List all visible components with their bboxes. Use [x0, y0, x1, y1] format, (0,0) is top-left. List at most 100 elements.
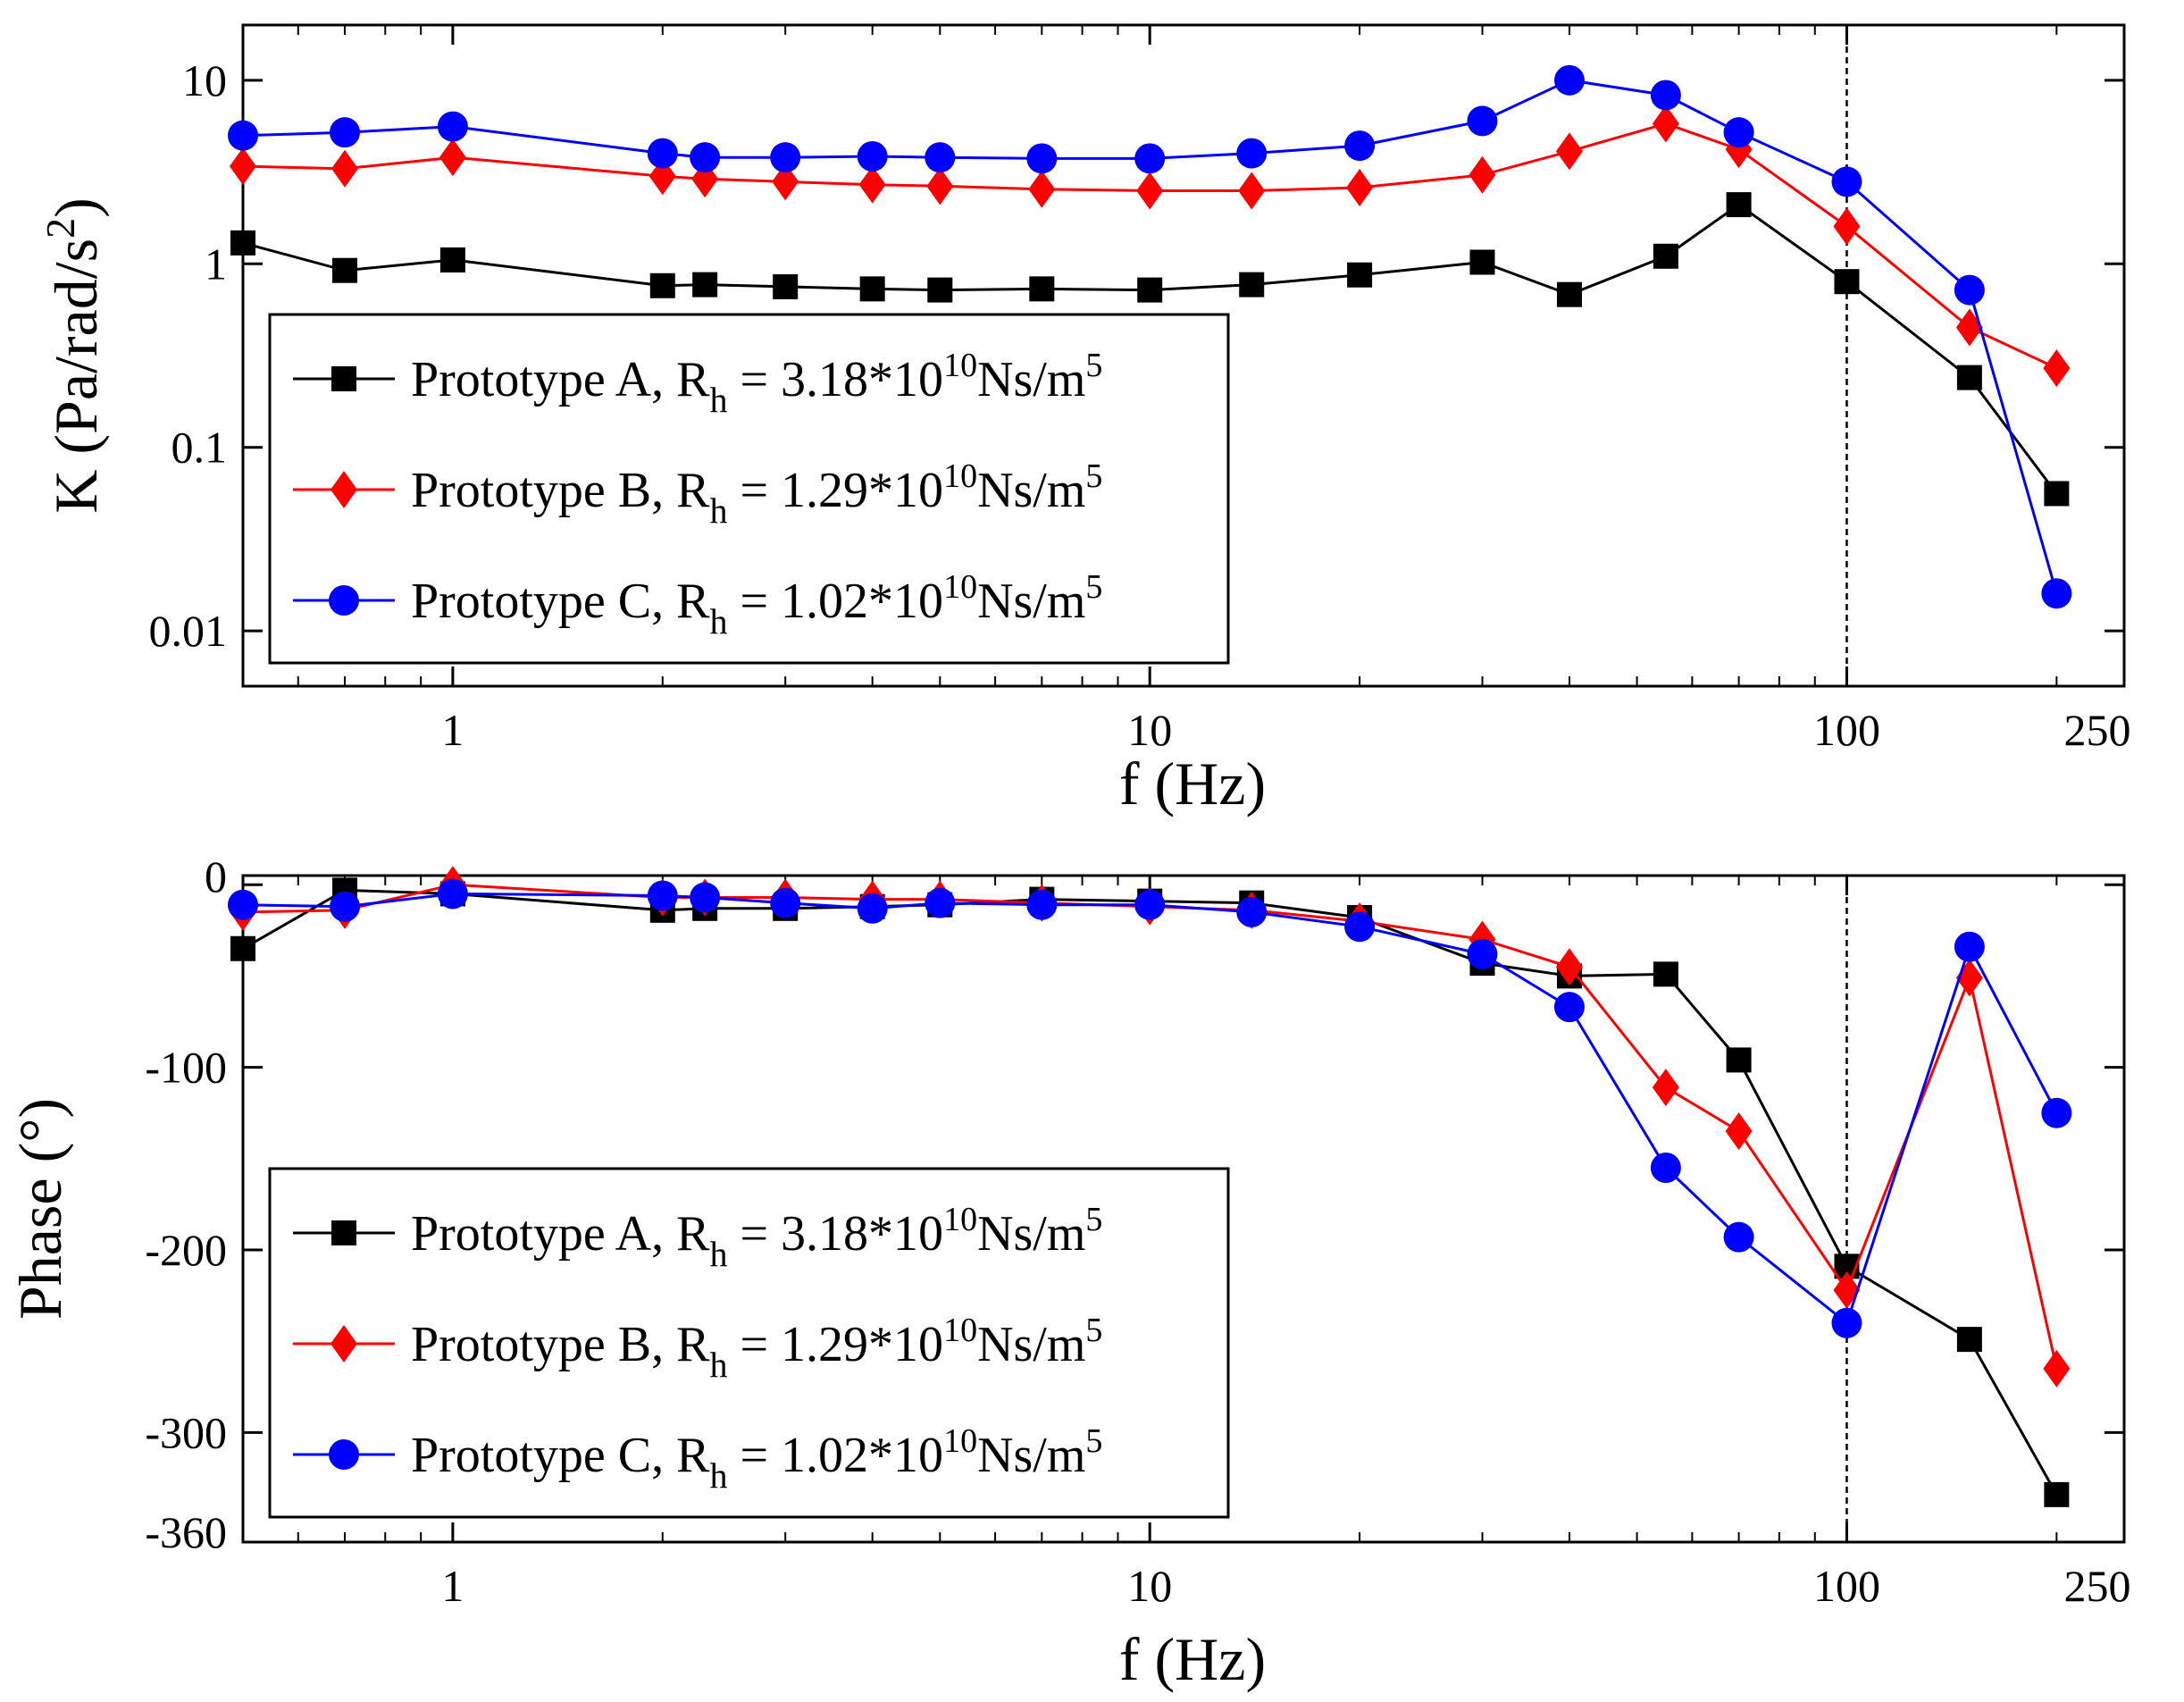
legend-text-sup2: 5	[1085, 1201, 1102, 1238]
data-point-prototype-b	[1555, 132, 1583, 171]
legend-text-sup2: 5	[1085, 457, 1102, 495]
data-point-prototype-c	[1553, 992, 1585, 1023]
legend-text-sub: h	[709, 380, 727, 420]
legend-text-mid: = 1.29*10	[727, 1317, 943, 1372]
data-point-prototype-c	[1831, 1307, 1862, 1338]
legend-marker	[331, 1220, 356, 1245]
legend-text-sub: h	[709, 601, 727, 641]
plot-frame	[241, 874, 2126, 1544]
x-tick-label: 10	[1127, 705, 1172, 755]
legend-marker	[329, 585, 359, 616]
x-tick-label: 1	[441, 705, 464, 755]
data-point-prototype-c	[330, 117, 361, 148]
data-point-prototype-a	[1726, 1047, 1752, 1073]
data-point-prototype-c	[1650, 80, 1681, 111]
data-point-prototype-c	[925, 887, 956, 918]
data-point-prototype-c	[1723, 1221, 1754, 1253]
y-tick-label: -200	[145, 1225, 227, 1275]
data-point-prototype-a	[1347, 262, 1373, 288]
y-axis-title-sup: 2	[38, 218, 83, 239]
legend-text-main: Prototype C, R	[411, 574, 710, 629]
data-point-prototype-c	[1831, 166, 1862, 197]
data-point-prototype-c	[1467, 105, 1498, 137]
legend-entry: Prototype A, Rh = 3.18*1010Ns/m5	[411, 347, 1102, 420]
data-point-prototype-a	[927, 277, 953, 303]
legend-text-mid: = 3.18*10	[727, 352, 943, 407]
x-tick-label: 1	[441, 1561, 464, 1611]
data-point-prototype-b	[1346, 169, 1374, 207]
data-point-prototype-b	[230, 147, 256, 186]
legend-text-unit: Ns/m	[977, 574, 1085, 629]
data-point-prototype-a	[1029, 276, 1055, 302]
x-tick-label: 10	[1127, 1561, 1172, 1611]
data-point-prototype-a	[1653, 243, 1678, 269]
legend-text-sup2: 5	[1085, 347, 1102, 384]
phase-panel: 1 10 100 250 0 -100 -200 -300 -360 f (Hz) Phase (°…	[6, 851, 2131, 1693]
y-tick-label: 1	[205, 239, 227, 289]
data-point-prototype-b	[858, 165, 886, 204]
data-point-prototype-a	[1137, 277, 1163, 303]
legend-text-sub: h	[709, 1234, 727, 1274]
y-tick-label: -300	[145, 1407, 227, 1457]
x-axis-title: f (Hz)	[1119, 1625, 1266, 1693]
y-tick-label: 10	[182, 55, 227, 105]
y-axis-title-main: K (Pa/rad/s	[42, 239, 110, 514]
data-point-prototype-c	[1026, 143, 1058, 174]
data-point-prototype-c	[647, 138, 678, 169]
data-point-prototype-c	[330, 891, 361, 922]
data-point-prototype-c	[690, 882, 721, 913]
data-point-prototype-c	[857, 141, 888, 172]
data-point-prototype-c	[1236, 896, 1268, 927]
data-point-prototype-a	[1834, 269, 1860, 295]
data-point-prototype-c	[1344, 911, 1376, 943]
data-point-prototype-c	[437, 111, 468, 142]
data-point-prototype-c	[1467, 938, 1498, 969]
data-point-prototype-b	[772, 163, 799, 201]
legend-text-unit: Ns/m	[977, 1317, 1085, 1372]
data-point-prototype-a	[230, 230, 255, 256]
data-point-prototype-b	[1652, 1069, 1679, 1107]
legend-text-mid: = 1.02*10	[727, 574, 943, 629]
data-point-prototype-c	[1134, 143, 1166, 174]
y-axis-title: K (Pa/rad/s2)	[38, 197, 111, 513]
x-tick-label: 250	[2064, 705, 2131, 755]
data-point-prototype-c	[228, 889, 258, 920]
legend-text-unit: Ns/m	[977, 1428, 1085, 1483]
legend-text-main: Prototype A, R	[411, 1206, 710, 1262]
legend-text-sup: 10	[943, 568, 977, 606]
data-point-prototype-a	[1956, 1327, 1982, 1353]
y-tick-label: 0.1	[172, 423, 228, 473]
data-point-prototype-b	[439, 138, 466, 177]
data-point-prototype-a	[1556, 281, 1582, 307]
data-point-prototype-b	[1238, 172, 1266, 210]
legend-text-unit: Ns/m	[977, 463, 1085, 518]
legend-text-sub: h	[709, 1345, 727, 1385]
data-point-prototype-a	[649, 272, 675, 298]
legend-text-unit: Ns/m	[977, 352, 1085, 407]
legend-box	[268, 313, 1230, 665]
legend-text-sup2: 5	[1085, 568, 1102, 606]
data-point-prototype-a	[2044, 1481, 2070, 1507]
data-point-prototype-b	[926, 167, 954, 205]
data-point-prototype-a	[1239, 272, 1265, 298]
legend-text-sup: 10	[943, 347, 977, 384]
y-tick-label: 0.01	[149, 606, 228, 656]
data-point-prototype-c	[1954, 931, 1985, 962]
data-point-prototype-c	[925, 142, 956, 173]
y-tick-label: -360	[145, 1507, 227, 1557]
legend-text-sup2: 5	[1085, 1422, 1102, 1460]
y-axis-title-main: Phase (°)	[6, 1098, 74, 1320]
data-point-prototype-b	[1028, 170, 1056, 208]
legend-text-main: Prototype A, R	[411, 352, 710, 407]
data-point-prototype-a	[859, 276, 885, 302]
data-point-prototype-c	[1344, 130, 1376, 162]
data-point-prototype-c	[1134, 889, 1166, 920]
legend-marker	[331, 1325, 357, 1362]
data-point-prototype-c	[1026, 889, 1058, 920]
data-point-prototype-b	[1555, 948, 1583, 986]
legend-text-mid: = 3.18*10	[727, 1206, 943, 1262]
legend-text-mid: = 1.29*10	[727, 463, 943, 518]
data-point-prototype-c	[1236, 138, 1268, 169]
